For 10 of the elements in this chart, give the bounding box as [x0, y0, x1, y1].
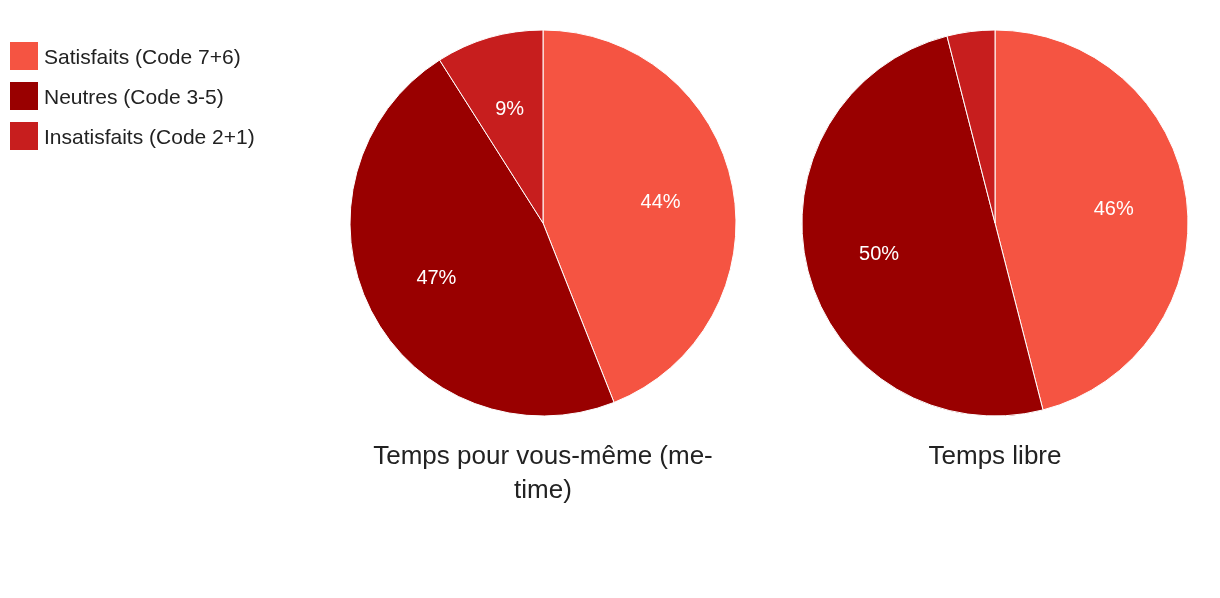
data-label: 50%	[859, 241, 900, 264]
data-label: 9%	[495, 97, 525, 120]
text: Temps libre	[928, 440, 1062, 470]
data-label: 47%	[416, 266, 457, 289]
legend-label: Neutres (Code 3-5)	[44, 85, 224, 108]
data-label: 44%	[640, 189, 681, 212]
legend-label: Insatisfaits (Code 2+1)	[44, 125, 255, 148]
legend-label: Satisfaits (Code 7+6)	[44, 45, 241, 68]
text: Temps pour vous-même (me-time)	[373, 440, 713, 504]
data-label: 46%	[1093, 197, 1134, 219]
